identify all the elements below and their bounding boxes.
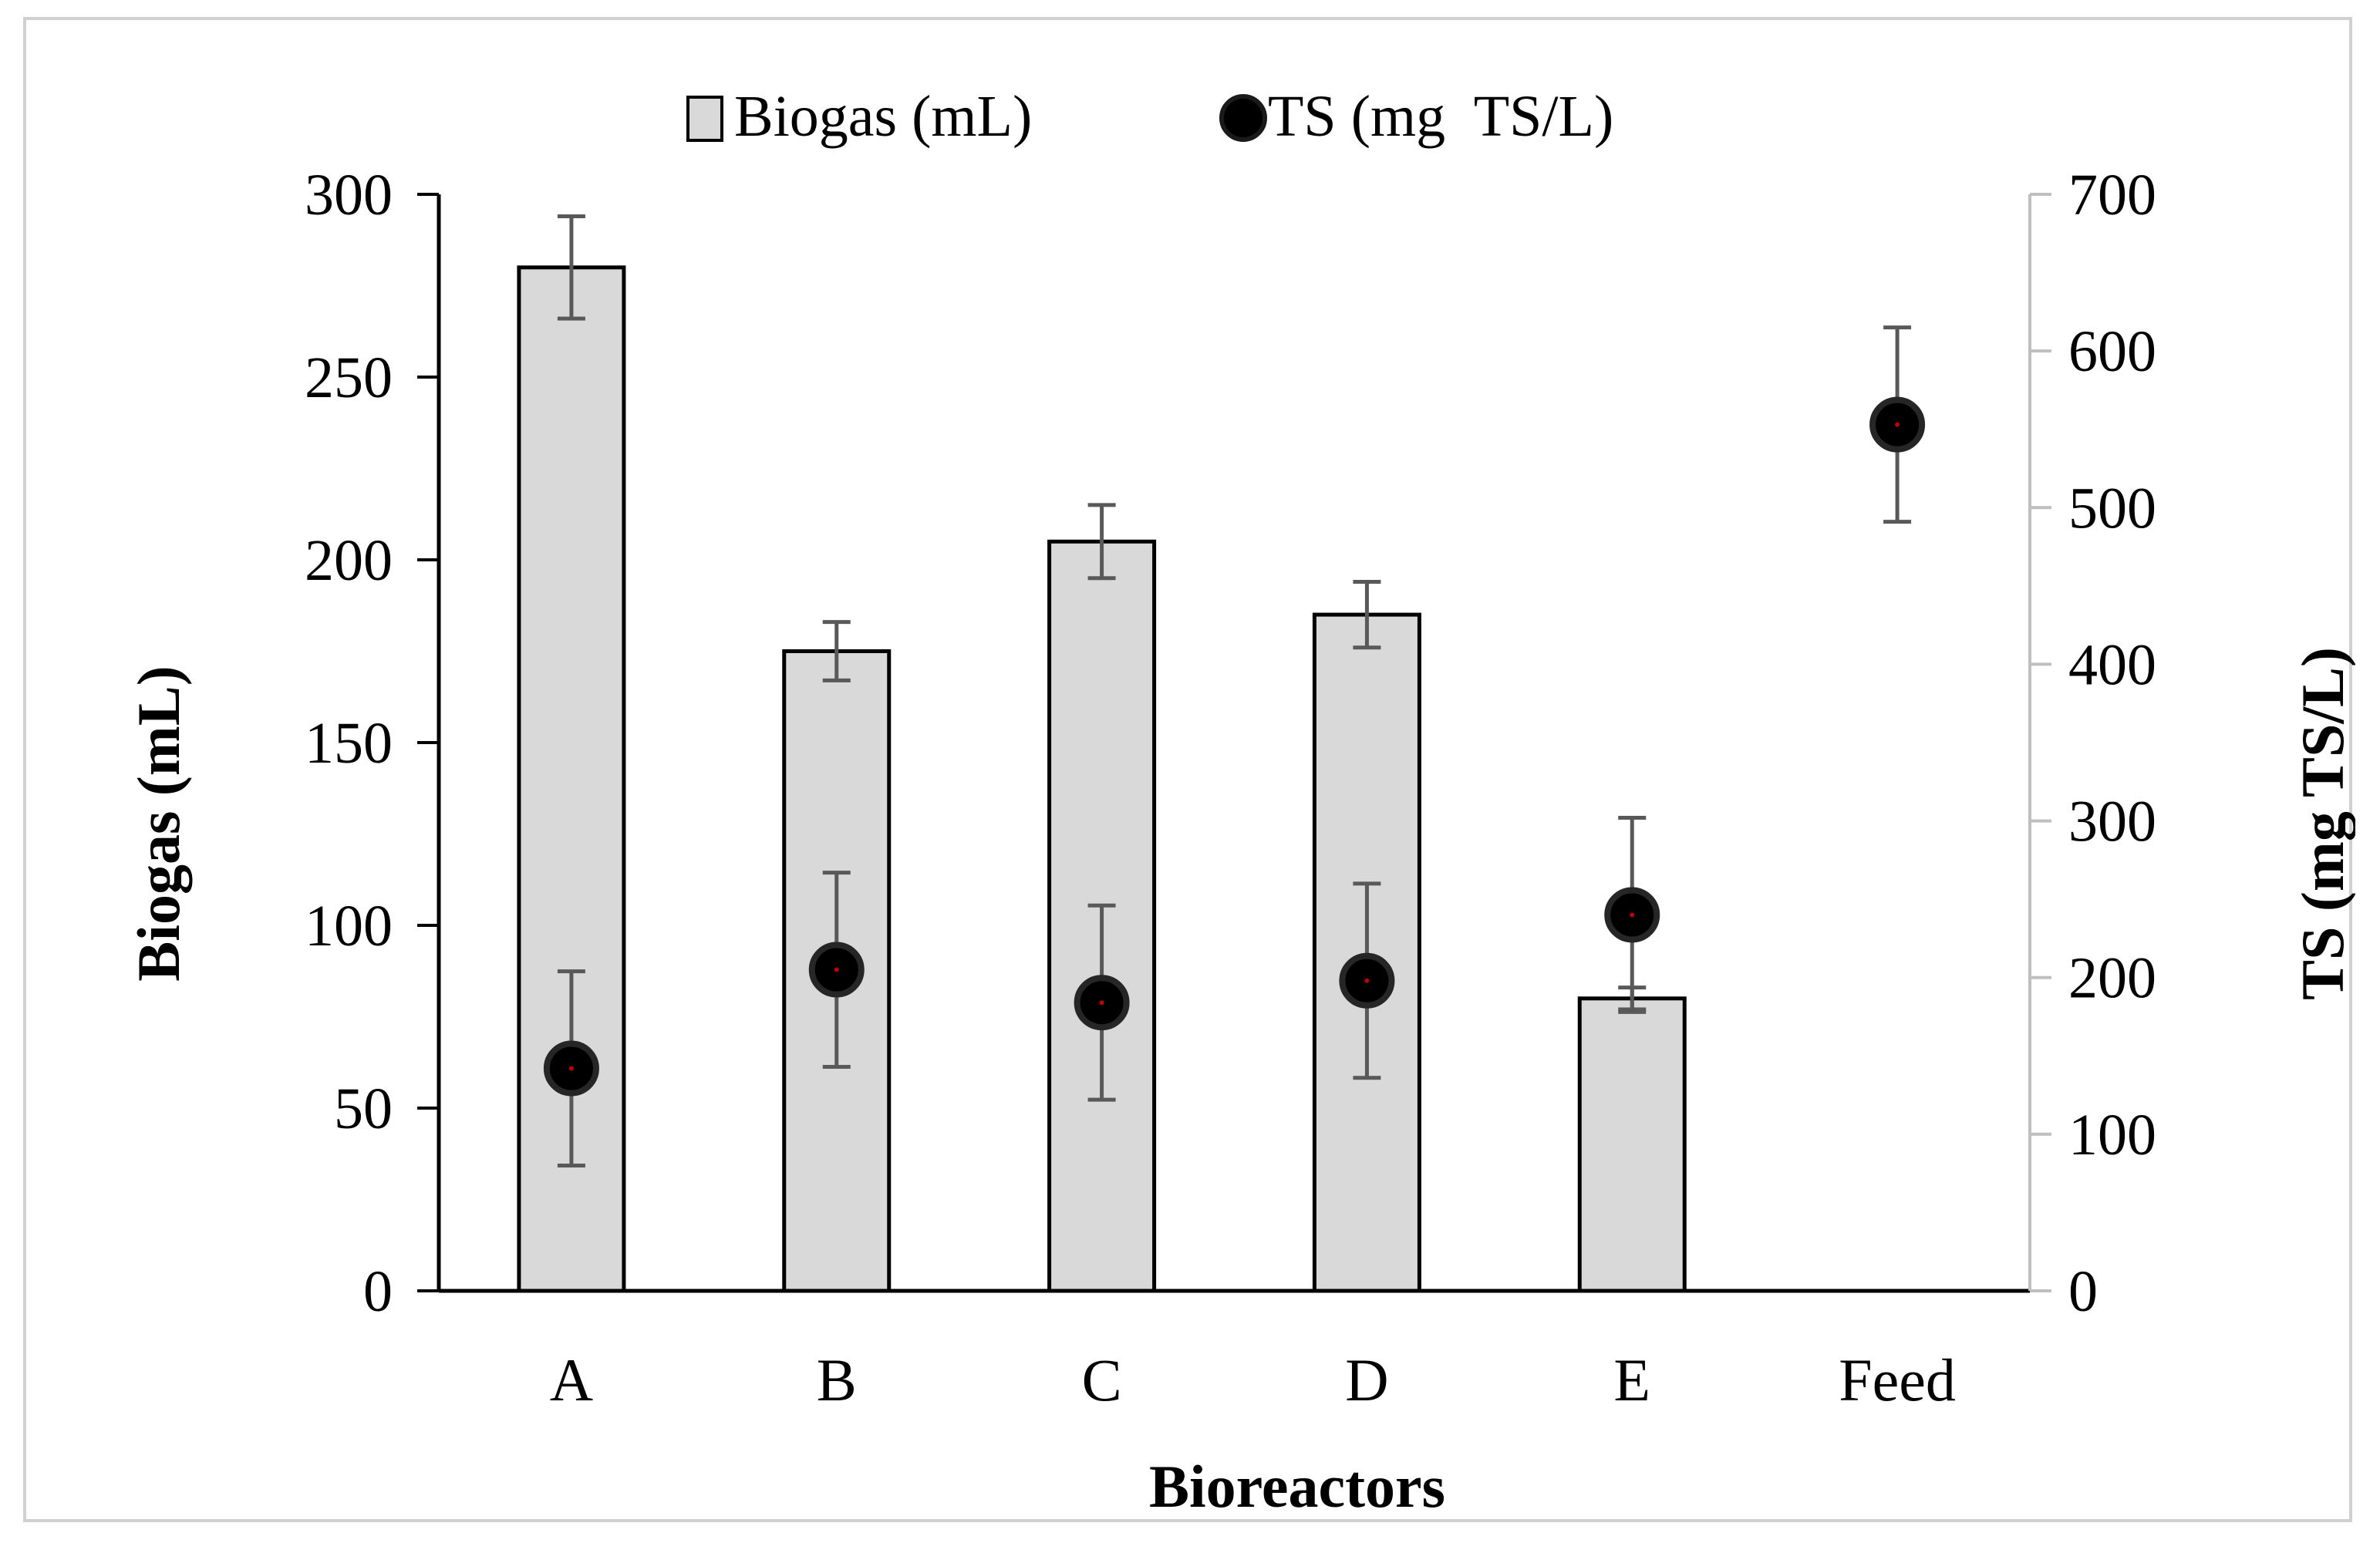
- legend-bar-label: Biogas (mL): [734, 84, 1032, 149]
- left-axis: 0 50 100 150 200 250 300: [305, 163, 2030, 1324]
- left-tick-label: 300: [305, 163, 393, 227]
- y2-axis-title: TS (mg TS/L): [2289, 647, 2355, 1000]
- ts-marker-center: [1895, 422, 1900, 427]
- left-tick-label: 250: [305, 345, 393, 410]
- left-tick-label: 200: [305, 528, 393, 593]
- right-axis: 0 100 200 300 400 500 600 700: [2028, 163, 2156, 1324]
- x-tick-label: C: [1082, 1346, 1122, 1413]
- x-tick-label: E: [1613, 1346, 1650, 1413]
- bar-e: [1577, 996, 1687, 1293]
- right-tick-label: 0: [2068, 1259, 2098, 1324]
- right-tick-label: 500: [2068, 476, 2156, 541]
- left-tick-label: 50: [334, 1076, 393, 1141]
- right-tick-label: 600: [2068, 319, 2156, 384]
- legend: Biogas (mL) TS (mg TS/L): [686, 84, 1613, 149]
- chart-svg: Biogas (mL) TS (mg TS/L) 0 50 100 150 200 250…: [125, 84, 2355, 1520]
- left-tick-label: 150: [305, 711, 393, 776]
- right-tick-label: 200: [2068, 946, 2156, 1011]
- legend-marker-swatch: [1219, 94, 1267, 142]
- ts-marker-center: [1630, 912, 1635, 918]
- x-tick-labels: A B C D E Feed: [550, 1346, 1956, 1413]
- chart-frame: Biogas (mL) TS (mg TS/L) 0 50 100 150 200 250…: [23, 17, 2355, 1522]
- markers-layer: [543, 325, 1926, 1167]
- right-tick-label: 300: [2068, 790, 2156, 854]
- x-tick-label: A: [550, 1346, 593, 1413]
- right-tick-label: 100: [2068, 1103, 2156, 1167]
- ts-marker-center: [834, 967, 839, 972]
- right-tick-label: 700: [2068, 163, 2156, 227]
- right-tick-label: 400: [2068, 632, 2156, 697]
- ts-marker-center: [1099, 1000, 1104, 1006]
- x-axis-title: Bioreactors: [1149, 1453, 1445, 1520]
- ts-marker-center: [1364, 978, 1370, 983]
- x-tick-label: D: [1345, 1346, 1388, 1413]
- left-tick-label: 100: [305, 894, 393, 958]
- x-tick-label: B: [817, 1346, 857, 1413]
- ts-marker-center: [568, 1066, 574, 1071]
- bars-layer: [517, 265, 1687, 1293]
- x-tick-label: Feed: [1839, 1346, 1956, 1413]
- y-axis-title: Biogas (mL): [125, 665, 192, 982]
- legend-bar-swatch: [686, 96, 723, 142]
- legend-marker-label: TS (mg TS/L): [1268, 84, 1613, 149]
- left-tick-label: 0: [363, 1259, 393, 1324]
- bar-error-layer: [557, 214, 1647, 1012]
